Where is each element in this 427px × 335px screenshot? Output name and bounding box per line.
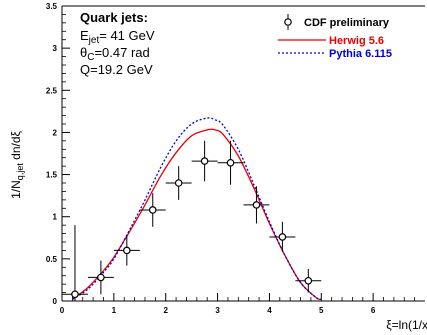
x-tick-label: 5 <box>319 306 324 315</box>
point-marker <box>200 157 209 165</box>
x-tick-label: 4 <box>267 306 272 315</box>
x-axis-label: ξ=ln(1/x) <box>386 318 427 332</box>
theta-main: θ <box>80 45 87 60</box>
annotation-energy: Ejet= 41 GeV <box>80 28 155 46</box>
legend: CDF preliminary Herwig 5.6 Pythia 6.115 <box>278 14 392 60</box>
annotation-title: Quark jets: <box>80 10 148 25</box>
point-marker <box>97 273 105 282</box>
point-marker <box>226 158 235 167</box>
data-point <box>165 166 192 200</box>
data-point <box>113 235 140 266</box>
theta-value: =0.47 rad <box>94 45 149 60</box>
y-axis-label-tail: dn/dξ <box>9 130 23 163</box>
legend-entry-herwig: Herwig 5.6 <box>278 35 384 47</box>
energy-main: E <box>80 28 89 43</box>
data-point <box>87 260 114 295</box>
x-tick-label: 1 <box>112 306 117 315</box>
annotation-theta: θC=0.47 rad <box>80 45 150 63</box>
y-axis-label-main: 1/N <box>9 180 23 199</box>
point-marker <box>71 290 79 299</box>
point-marker <box>123 246 131 255</box>
y-tick-label: 1.5 <box>46 171 58 180</box>
point-marker <box>174 179 183 187</box>
series-line-herwig-5-6 <box>72 128 322 301</box>
series-line-pythia-6-115 <box>72 117 322 301</box>
data-points <box>62 140 322 301</box>
plot-frame <box>61 5 425 302</box>
annotation-block: Quark jets: Ejet= 41 GeV θC=0.47 rad Q=1… <box>80 10 155 77</box>
legend-entry-pythia: Pythia 6.115 <box>278 48 392 60</box>
point-marker <box>278 233 287 241</box>
model-curves <box>72 117 322 301</box>
y-tick-label: 2 <box>53 128 58 137</box>
data-point <box>139 193 166 227</box>
x-tick-label: 2 <box>163 306 168 315</box>
point-marker <box>252 201 261 209</box>
data-point <box>295 268 322 293</box>
theta-sub: C <box>87 52 94 63</box>
axis-ticks: 0 1 2 3 4 5 6 0 0.5 1 1.5 2 2.5 3 3.5 <box>46 2 416 315</box>
legend-label-pythia: Pythia 6.115 <box>329 48 392 60</box>
data-point <box>243 186 270 224</box>
x-tick-label: 0 <box>60 306 65 315</box>
x-tick-label: 6 <box>371 306 376 315</box>
y-tick-label: 3 <box>53 44 58 53</box>
y-tick-label: 3.5 <box>46 2 58 11</box>
annotation-q: Q=19.2 GeV <box>80 62 153 77</box>
legend-entry-cdf: CDF preliminary <box>284 14 390 30</box>
y-tick-label: 2.5 <box>46 86 58 95</box>
data-point <box>217 140 244 185</box>
y-axis-label-sub: q,jet <box>15 163 25 181</box>
data-point <box>269 221 296 253</box>
x-tick-label: 3 <box>215 306 220 315</box>
point-marker <box>148 206 157 214</box>
legend-label-herwig: Herwig 5.6 <box>329 35 384 47</box>
legend-marker-cdf <box>284 18 292 26</box>
point-marker <box>304 276 313 285</box>
y-tick-label: 0.5 <box>46 255 58 264</box>
legend-label-cdf: CDF preliminary <box>304 17 390 29</box>
energy-value: = 41 GeV <box>99 28 155 43</box>
y-tick-label: 0 <box>53 297 58 306</box>
energy-sub: jet <box>88 35 100 46</box>
data-point <box>62 225 88 301</box>
y-tick-label: 1 <box>53 213 58 222</box>
data-point <box>191 140 218 182</box>
y-axis-label: 1/Nq,jet dn/dξ <box>9 130 25 198</box>
